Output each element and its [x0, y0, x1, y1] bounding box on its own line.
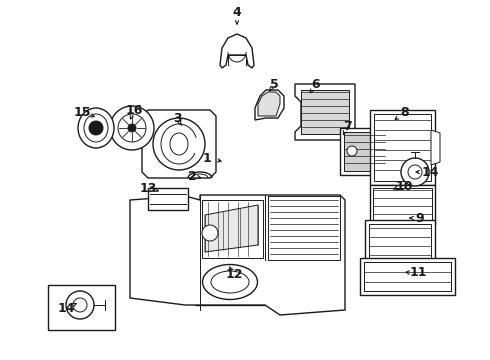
Text: 1: 1 [203, 152, 211, 165]
Polygon shape [202, 200, 263, 258]
Circle shape [73, 298, 87, 312]
Text: 9: 9 [416, 211, 424, 225]
Polygon shape [364, 262, 451, 291]
Circle shape [110, 106, 154, 150]
Text: 4: 4 [233, 5, 242, 18]
Circle shape [89, 121, 103, 135]
Polygon shape [195, 260, 265, 305]
Polygon shape [222, 270, 238, 276]
Polygon shape [370, 185, 435, 225]
Ellipse shape [84, 114, 108, 142]
Text: 8: 8 [401, 105, 409, 118]
Circle shape [401, 158, 429, 186]
Polygon shape [220, 34, 254, 68]
Polygon shape [130, 195, 345, 315]
Circle shape [118, 114, 146, 142]
Polygon shape [431, 130, 440, 165]
Text: 13: 13 [139, 181, 157, 194]
Polygon shape [370, 110, 435, 185]
Circle shape [408, 165, 422, 179]
Polygon shape [255, 90, 284, 120]
Polygon shape [205, 205, 258, 252]
Text: 6: 6 [312, 77, 320, 90]
Polygon shape [268, 196, 340, 260]
Polygon shape [374, 114, 431, 181]
Text: 14: 14 [57, 302, 75, 315]
Text: 15: 15 [73, 105, 91, 118]
Text: 7: 7 [343, 120, 351, 132]
Text: 14: 14 [421, 166, 439, 179]
Text: 10: 10 [395, 180, 413, 193]
Ellipse shape [78, 108, 114, 148]
Polygon shape [48, 285, 115, 330]
Text: 3: 3 [172, 112, 181, 125]
Polygon shape [344, 132, 386, 171]
Circle shape [347, 146, 357, 156]
Ellipse shape [202, 265, 258, 300]
Polygon shape [148, 188, 188, 210]
Text: 2: 2 [188, 170, 196, 183]
Text: 16: 16 [125, 104, 143, 117]
Polygon shape [365, 220, 435, 268]
Polygon shape [295, 84, 355, 140]
Polygon shape [369, 224, 431, 264]
Circle shape [202, 225, 218, 241]
Polygon shape [301, 90, 349, 134]
Circle shape [128, 124, 136, 132]
Text: 11: 11 [409, 266, 427, 279]
Ellipse shape [211, 271, 249, 293]
Polygon shape [360, 258, 455, 295]
Circle shape [66, 291, 94, 319]
Polygon shape [142, 110, 216, 178]
Polygon shape [340, 128, 390, 175]
Text: 12: 12 [225, 269, 243, 282]
Text: 5: 5 [270, 77, 278, 90]
Polygon shape [258, 92, 280, 116]
